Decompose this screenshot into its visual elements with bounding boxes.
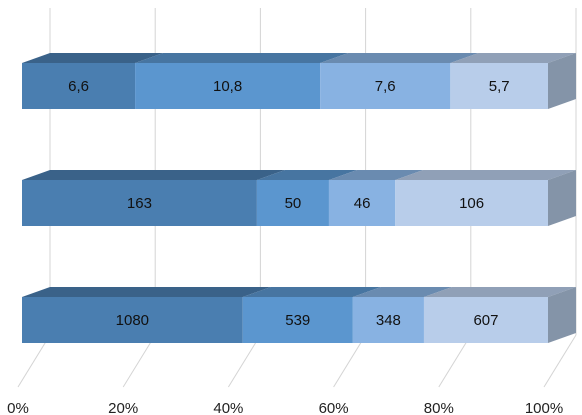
bar-segment	[256, 170, 357, 226]
bar-segment	[328, 170, 424, 226]
data-label: 163	[127, 195, 152, 212]
bar-segment	[22, 287, 271, 343]
x-tick-label: 20%	[108, 400, 138, 415]
bar-top-face	[22, 287, 271, 297]
bar-top-face	[352, 287, 452, 297]
bar-rows	[22, 53, 576, 343]
bar-top-face	[22, 53, 164, 63]
x-tick-label: 60%	[319, 400, 349, 415]
data-label: 7,6	[375, 78, 396, 95]
bar-side-face	[548, 170, 576, 226]
bar-row	[22, 53, 576, 109]
bar-side-face	[548, 53, 576, 109]
floor-line	[17, 334, 51, 388]
bar-top-face	[450, 53, 576, 63]
data-label: 539	[285, 312, 310, 329]
chart-floor	[17, 334, 577, 388]
bar-segment	[22, 53, 164, 109]
x-tick-label: 100%	[525, 400, 563, 415]
floor-line	[333, 334, 367, 388]
bar-front-face	[22, 63, 136, 109]
floor-line	[122, 334, 156, 388]
data-label: 5,7	[489, 78, 510, 95]
bar-row	[22, 170, 576, 226]
data-label: 348	[376, 312, 401, 329]
floor-line	[543, 334, 577, 388]
bar-segment	[395, 170, 576, 226]
data-label: 10,8	[213, 78, 242, 95]
bar-front-face	[352, 297, 424, 343]
bar-side-face	[548, 287, 576, 343]
data-label: 106	[459, 195, 484, 212]
x-tick-label: 40%	[213, 400, 243, 415]
bar-top-face	[395, 170, 576, 180]
bar-front-face	[256, 180, 329, 226]
data-labels: 6,6 10,8 7,6 5,7 163 50 46 106 1080 539 348 607	[68, 78, 509, 329]
bar-front-face	[22, 297, 243, 343]
bar-front-face	[395, 180, 548, 226]
data-label: 1080	[116, 312, 149, 329]
data-label: 607	[473, 312, 498, 329]
bar-row	[22, 287, 576, 343]
bar-segment	[320, 53, 479, 109]
bar-top-face	[242, 287, 381, 297]
floor-line	[227, 334, 261, 388]
floor-line	[438, 334, 472, 388]
x-tick-label: 0%	[7, 400, 29, 415]
data-label: 50	[285, 195, 302, 212]
bar-front-face	[22, 180, 257, 226]
bar-front-face	[450, 63, 548, 109]
x-axis-ticks: 0% 20% 40% 60% 80% 100%	[7, 400, 563, 415]
bar-top-face	[256, 170, 357, 180]
bar-top-face	[22, 170, 285, 180]
bar-top-face	[423, 287, 576, 297]
bar-segment	[242, 287, 381, 343]
data-label: 46	[354, 195, 371, 212]
bar-top-face	[320, 53, 479, 63]
bar-front-face	[423, 297, 548, 343]
bar-segment	[352, 287, 452, 343]
bar-top-face	[328, 170, 424, 180]
bar-front-face	[242, 297, 353, 343]
bar-top-face	[135, 53, 349, 63]
data-label: 6,6	[68, 78, 89, 95]
x-tick-label: 80%	[424, 400, 454, 415]
bar-segment	[135, 53, 349, 109]
bar-segment	[450, 53, 576, 109]
bar-front-face	[135, 63, 321, 109]
bar-front-face	[328, 180, 396, 226]
bar-front-face	[320, 63, 451, 109]
bar-segment	[22, 170, 285, 226]
bar-segment	[423, 287, 576, 343]
